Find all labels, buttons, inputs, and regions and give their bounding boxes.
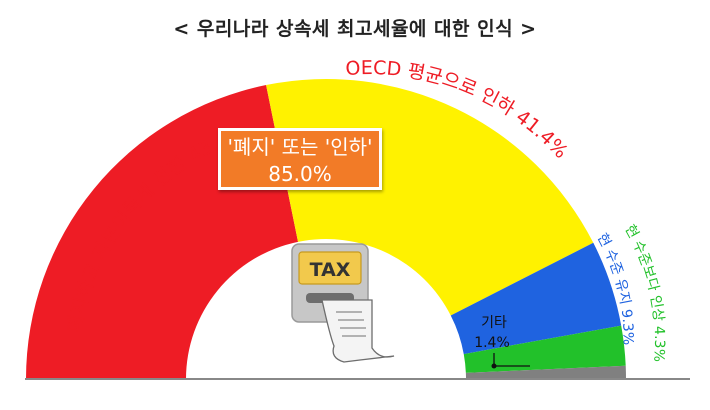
callout-box: '폐지' 또는 '인하' 85.0% [218, 128, 382, 190]
slice-3 [463, 325, 626, 373]
tax-icon-text: TAX [310, 259, 351, 281]
tax-receipt-icon: TAX [291, 243, 395, 363]
chart-title: < 우리나라 상속세 최고세율에 대한 인식 > [173, 18, 537, 40]
slice-2 [450, 242, 622, 355]
other-value-label: 1.4% [474, 335, 510, 351]
other-name-label: 기타 [481, 315, 507, 331]
callout-line2: 85.0% [268, 162, 332, 186]
callout-line1: '폐지' 또는 '인하' [227, 135, 373, 159]
slice-4 [465, 365, 626, 379]
